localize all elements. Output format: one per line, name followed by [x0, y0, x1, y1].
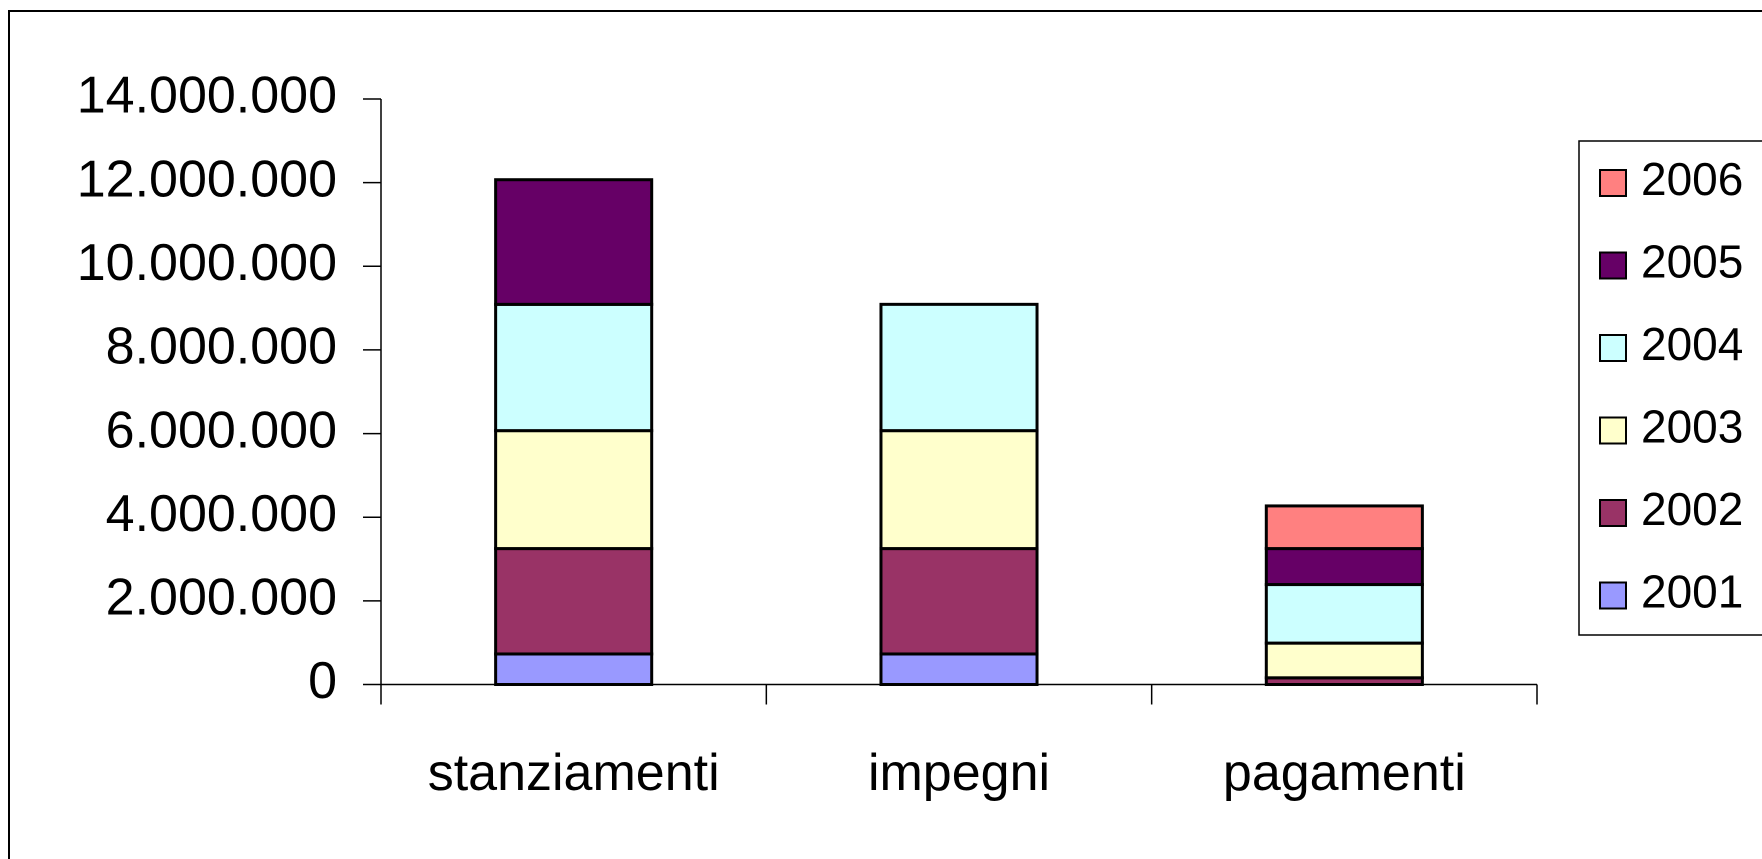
y-tick-label: 6.000.000 — [106, 401, 337, 459]
bar-segment — [494, 429, 654, 551]
bar-segment — [494, 178, 654, 306]
x-tick-label: pagamenti — [1223, 744, 1466, 802]
bar-segment — [879, 547, 1039, 656]
y-tick-label: 2.000.000 — [106, 569, 337, 627]
legend-swatch — [1599, 499, 1627, 527]
bar-segment — [1264, 504, 1424, 551]
legend-label: 2006 — [1641, 153, 1743, 205]
legend-swatch — [1599, 416, 1627, 445]
legend-swatch — [1599, 581, 1627, 610]
y-tick-label: 8.000.000 — [106, 318, 337, 376]
legend-label: 2002 — [1641, 483, 1743, 535]
legend-label: 2001 — [1641, 566, 1743, 618]
bar-segment — [879, 302, 1039, 433]
bar-segment — [879, 429, 1039, 551]
legend-label: 2004 — [1641, 318, 1743, 370]
bar-segment — [879, 652, 1039, 686]
bar-segment — [1264, 641, 1424, 680]
bar-segment — [494, 652, 654, 686]
bar-segment — [1264, 583, 1424, 645]
y-tick-label: 4.000.000 — [106, 485, 337, 543]
x-tick-label: stanziamenti — [428, 744, 720, 802]
y-tick-label: 14.000.000 — [77, 67, 337, 125]
legend-swatch — [1599, 169, 1627, 197]
bar-segment — [494, 547, 654, 656]
y-tick-label: 10.000.000 — [77, 234, 337, 292]
y-tick-label: 12.000.000 — [77, 150, 337, 208]
y-tick-label: 0 — [308, 652, 337, 710]
bar-segment — [1264, 547, 1424, 587]
legend-label: 2003 — [1641, 401, 1743, 453]
legend-swatch — [1599, 334, 1627, 362]
legend-swatch — [1599, 251, 1627, 280]
x-tick-label: impegni — [868, 744, 1050, 802]
legend-box — [1578, 140, 1762, 636]
bar-segment — [494, 302, 654, 433]
legend-label: 2005 — [1641, 236, 1743, 288]
